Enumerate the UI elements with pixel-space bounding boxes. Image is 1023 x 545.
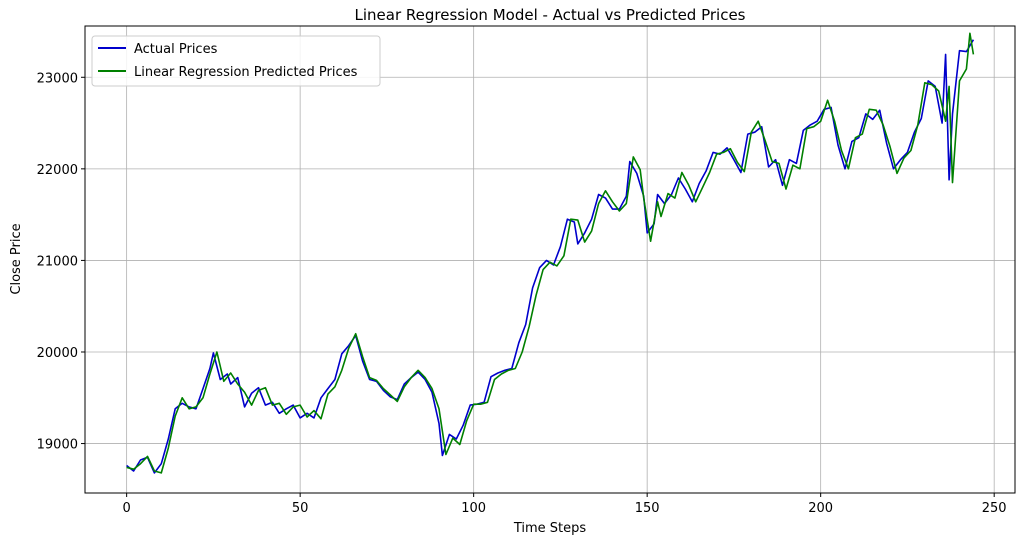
x-tick-label: 0	[123, 501, 131, 516]
series-line-predicted	[126, 32, 975, 474]
x-tick-label: 100	[461, 501, 486, 516]
y-tick-label: 22000	[37, 163, 78, 178]
legend-box	[91, 35, 381, 87]
axis-ticks: 0 50 100 150 200 250 19000 20000 21000 22000 23000	[37, 71, 1007, 516]
grid	[85, 26, 1015, 493]
series-lines	[126, 32, 975, 474]
legend-label-actual: Actual Prices	[134, 42, 218, 57]
x-tick-label: 150	[635, 501, 660, 516]
plot-frame	[84, 25, 1016, 494]
y-tick-label: 21000	[37, 254, 78, 269]
x-tick-label: 250	[982, 501, 1007, 516]
y-axis-label: Close Price	[9, 223, 24, 294]
x-tick-label: 200	[808, 501, 833, 516]
series-line-actual	[126, 39, 975, 474]
y-tick-label: 20000	[37, 346, 78, 361]
y-tick-label: 23000	[37, 71, 78, 86]
x-axis-label: Time Steps	[513, 521, 587, 536]
x-tick-label: 50	[292, 501, 309, 516]
chart-title: Linear Regression Model - Actual vs Pred…	[355, 6, 746, 24]
legend: Actual Prices Linear Regression Predicte…	[91, 35, 381, 87]
y-tick-label: 19000	[37, 438, 78, 453]
legend-label-predicted: Linear Regression Predicted Prices	[134, 65, 358, 80]
